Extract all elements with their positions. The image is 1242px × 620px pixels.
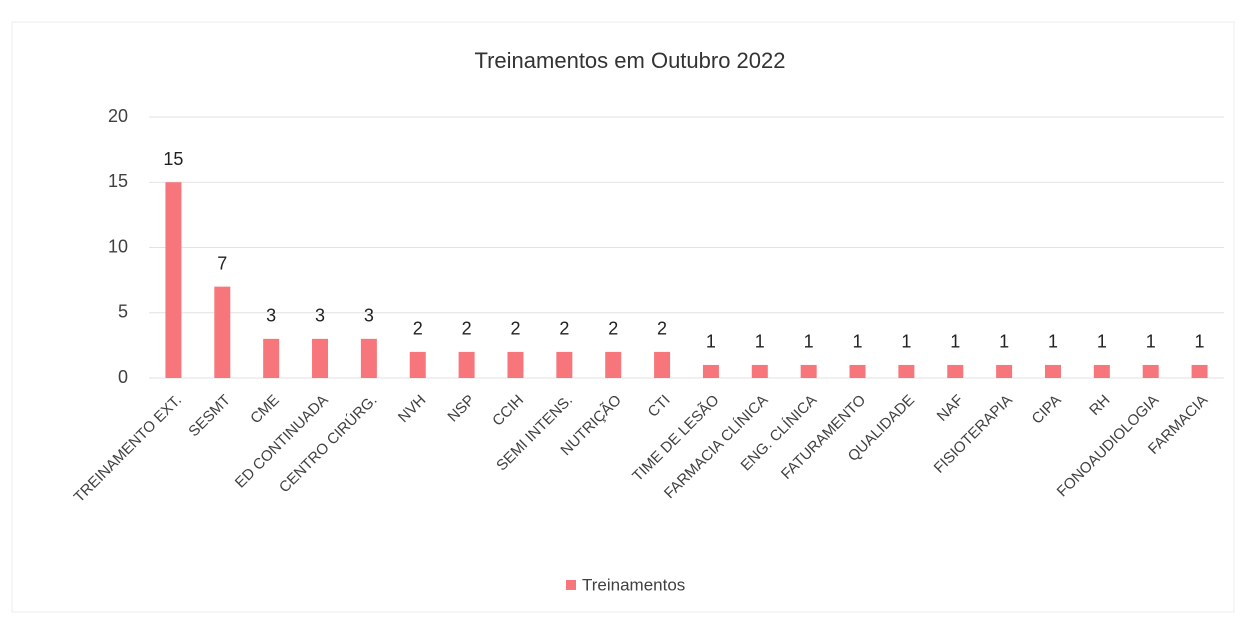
- data-label: 1: [901, 332, 911, 352]
- y-tick-label: 0: [118, 367, 128, 387]
- bar: [556, 351, 573, 378]
- data-label: 1: [1195, 332, 1205, 352]
- y-tick-label: 5: [118, 302, 128, 322]
- data-label: 2: [657, 319, 667, 339]
- bar: [458, 351, 475, 378]
- bar: [507, 351, 524, 378]
- data-label: 2: [559, 319, 569, 339]
- data-label: 1: [999, 332, 1009, 352]
- data-label: 3: [266, 306, 276, 326]
- bar: [214, 286, 231, 378]
- data-label: 2: [413, 319, 423, 339]
- bar: [165, 182, 182, 378]
- data-label: 2: [462, 319, 472, 339]
- data-label: 1: [853, 332, 863, 352]
- legend-label: Treinamentos: [582, 575, 685, 594]
- legend-swatch: [566, 580, 576, 590]
- chart-frame: [11, 21, 1235, 613]
- y-tick-label: 20: [108, 106, 128, 126]
- data-label: 1: [755, 332, 765, 352]
- bar: [263, 338, 280, 378]
- data-label: 1: [804, 332, 814, 352]
- data-label: 7: [217, 253, 227, 273]
- bar: [898, 364, 915, 378]
- bar: [751, 364, 768, 378]
- data-label: 3: [315, 306, 325, 326]
- chart-title: Treinamentos em Outubro 2022: [474, 48, 785, 73]
- bar: [800, 364, 817, 378]
- bar: [654, 351, 671, 378]
- bar: [996, 364, 1013, 378]
- bar: [1142, 364, 1159, 378]
- data-label: 2: [510, 319, 520, 339]
- data-label: 1: [1048, 332, 1058, 352]
- y-tick-label: 15: [108, 171, 128, 191]
- bar: [1093, 364, 1110, 378]
- bar: [947, 364, 964, 378]
- bar: [1044, 364, 1061, 378]
- bar: [360, 338, 377, 378]
- data-label: 1: [1097, 332, 1107, 352]
- data-label: 1: [706, 332, 716, 352]
- data-label: 15: [163, 149, 183, 169]
- data-label: 3: [364, 306, 374, 326]
- bar: [409, 351, 426, 378]
- data-label: 1: [1146, 332, 1156, 352]
- bar: [849, 364, 866, 378]
- bar: [605, 351, 622, 378]
- data-label: 1: [950, 332, 960, 352]
- bar: [702, 364, 719, 378]
- bar: [312, 338, 329, 378]
- bar: [1191, 364, 1208, 378]
- data-label: 2: [608, 319, 618, 339]
- y-tick-label: 10: [108, 236, 128, 256]
